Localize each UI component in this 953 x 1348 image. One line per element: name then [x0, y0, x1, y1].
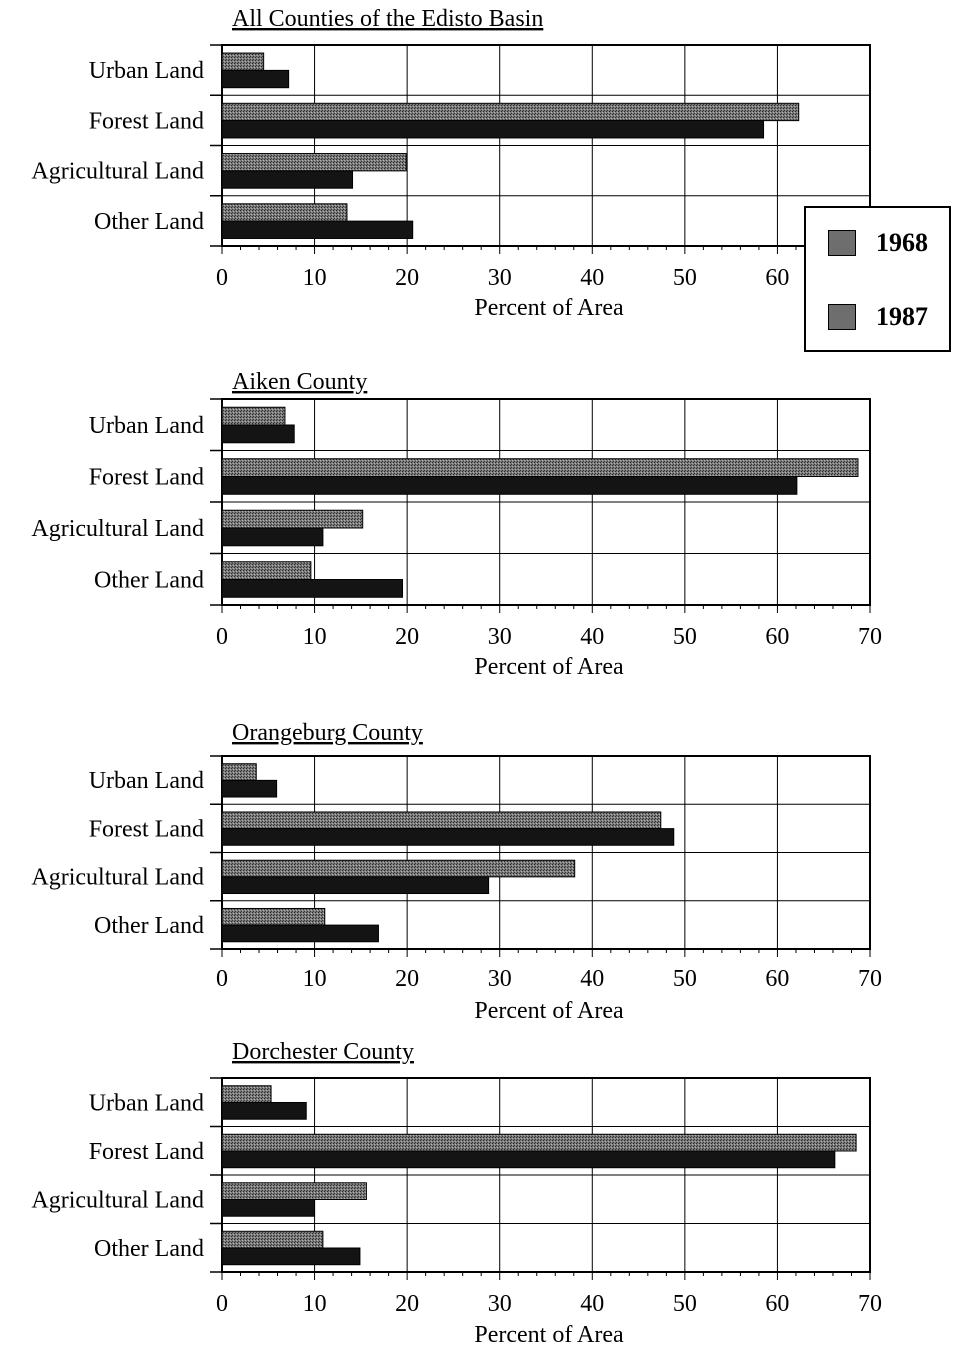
chart-3-x-tick-label: 10	[303, 966, 327, 992]
chart-2-category-label: Other Land	[94, 567, 204, 593]
chart-4-x-axis-label: Percent of Area	[474, 1322, 624, 1348]
chart-2-category-label: Forest Land	[89, 464, 204, 490]
chart-1-bar-1968-other-land	[221, 203, 348, 222]
chart-3-x-axis-label: Percent of Area	[474, 998, 624, 1024]
chart-3-x-tick-label: 20	[395, 966, 419, 992]
chart-4-x-tick-label: 0	[216, 1291, 228, 1317]
chart-2-title: Aiken County	[232, 369, 367, 395]
chart-2-x-tick-label: 40	[580, 624, 604, 650]
chart-3-bar-1987-other-land	[221, 924, 379, 943]
chart-2-x-tick-label: 50	[673, 624, 697, 650]
chart-3-bar-1987-agricultural-land	[221, 876, 490, 895]
chart-2-bar-1987-urban-land	[221, 424, 295, 444]
chart-4-bar-1968-agricultural-land	[221, 1182, 367, 1200]
chart-2-category-label: Agricultural Land	[31, 516, 204, 542]
chart-1-x-tick-label: 30	[488, 265, 512, 291]
legend-swatch-1968	[828, 230, 856, 256]
chart-2-x-tick-label: 10	[303, 624, 327, 650]
chart-3-bar-1968-agricultural-land	[221, 859, 576, 878]
chart-4-x-tick-label: 50	[673, 1291, 697, 1317]
chart-2-bar-1968-agricultural-land	[221, 509, 364, 529]
chart-4-category-label: Agricultural Land	[31, 1187, 204, 1213]
chart-4-x-tick-label: 30	[488, 1291, 512, 1317]
chart-1-category-label: Other Land	[94, 209, 204, 235]
chart-4-title: Dorchester County	[232, 1039, 414, 1065]
chart-3-title: Orangeburg County	[232, 720, 423, 746]
chart-4-bar-1968-other-land	[221, 1230, 324, 1249]
chart-3-x-tick-label: 60	[765, 966, 789, 992]
chart-4-x-tick-label: 10	[303, 1291, 327, 1317]
chart-3-bar-1968-forest-land	[221, 811, 662, 830]
chart-3-category-label: Other Land	[94, 913, 204, 939]
chart-4-bar-1987-forest-land	[221, 1150, 836, 1169]
chart-3-x-tick-label: 70	[858, 966, 882, 992]
legend-item-1987: 1987	[828, 302, 928, 332]
chart-1-title: All Counties of the Edisto Basin	[232, 6, 543, 32]
chart-1-x-tick-label: 0	[216, 265, 228, 291]
chart-1-bar-1987-agricultural-land	[221, 170, 354, 189]
chart-3-bar-1968-other-land	[221, 907, 326, 926]
chart-1-bar-1968-forest-land	[221, 102, 800, 122]
chart-1-bar-1987-urban-land	[221, 69, 290, 89]
chart-4-x-tick-label: 70	[858, 1291, 882, 1317]
chart-3-category-label: Agricultural Land	[31, 865, 204, 891]
chart-1-x-tick-label: 60	[765, 265, 789, 291]
chart-3-category-label: Urban Land	[89, 768, 204, 794]
chart-2-bar-1968-other-land	[221, 561, 312, 581]
chart-2-x-tick-label: 30	[488, 624, 512, 650]
chart-2-bar-1987-agricultural-land	[221, 527, 324, 547]
chart-3-x-tick-label: 30	[488, 966, 512, 992]
legend-label-1968: 1968	[876, 228, 928, 257]
chart-3-x-tick-label: 40	[580, 966, 604, 992]
chart-1-bar-1987-other-land	[221, 220, 414, 239]
chart-1-x-tick-label: 10	[303, 265, 327, 291]
legend-label-1987: 1987	[876, 302, 928, 331]
chart-4-bar-1987-agricultural-land	[221, 1198, 316, 1217]
chart-3-x-tick-label: 50	[673, 966, 697, 992]
chart-4-x-tick-label: 20	[395, 1291, 419, 1317]
chart-4-x-tick-label: 40	[580, 1291, 604, 1317]
legend-swatch-1987	[828, 304, 856, 330]
chart-2-bar-1968-forest-land	[221, 458, 859, 478]
legend: 1968 1987	[804, 206, 951, 352]
chart-2-bar-1987-other-land	[221, 579, 404, 598]
chart-4-bar-1968-forest-land	[221, 1133, 857, 1152]
chart-1-x-tick-label: 40	[580, 265, 604, 291]
chart-4-category-label: Urban Land	[89, 1090, 204, 1116]
chart-3-bar-1987-forest-land	[221, 828, 675, 846]
chart-4-category-label: Other Land	[94, 1236, 204, 1262]
chart-1-x-tick-label: 20	[395, 265, 419, 291]
chart-2-x-tick-label: 70	[858, 624, 882, 650]
chart-1-bar-1968-urban-land	[221, 52, 265, 71]
chart-2-category-label: Urban Land	[89, 413, 204, 439]
chart-2-x-axis-label: Percent of Area	[474, 654, 624, 680]
chart-1-x-tick-label: 50	[673, 265, 697, 291]
chart-4-bar-1968-urban-land	[221, 1085, 272, 1103]
chart-4-category-label: Forest Land	[89, 1139, 204, 1165]
chart-1-bar-1968-agricultural-land	[221, 153, 407, 172]
chart-2-x-tick-label: 60	[765, 624, 789, 650]
chart-1-category-label: Agricultural Land	[31, 159, 204, 185]
chart-3-category-label: Forest Land	[89, 816, 204, 842]
chart-1-x-axis-label: Percent of Area	[474, 295, 624, 321]
chart-1-category-label: Forest Land	[89, 108, 204, 134]
chart-2-x-tick-label: 20	[395, 624, 419, 650]
chart-4-x-tick-label: 60	[765, 1291, 789, 1317]
chart-4-bar-1987-other-land	[221, 1247, 361, 1266]
chart-3-bar-1987-urban-land	[221, 779, 278, 798]
chart-4-bar-1987-urban-land	[221, 1101, 307, 1120]
chart-1-bar-1987-forest-land	[221, 120, 765, 139]
chart-2-bar-1987-forest-land	[221, 476, 798, 495]
chart-2-x-tick-label: 0	[216, 624, 228, 650]
legend-item-1968: 1968	[828, 228, 928, 258]
chart-3-bar-1968-urban-land	[221, 763, 257, 781]
chart-1-category-label: Urban Land	[89, 58, 204, 84]
chart-3-x-tick-label: 0	[216, 966, 228, 992]
chart-2-bar-1968-urban-land	[221, 406, 286, 426]
